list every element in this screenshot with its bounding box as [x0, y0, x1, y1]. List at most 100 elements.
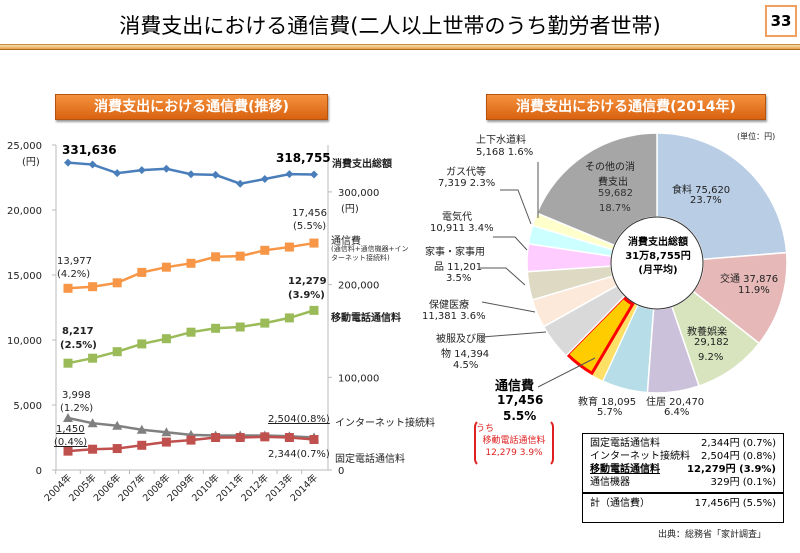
label-mobile-end: 12,279	[288, 276, 327, 287]
data-point	[186, 327, 196, 337]
left-tick-label: 20,000	[7, 206, 42, 217]
data-point	[63, 358, 73, 368]
slide-title: 消費支出における通信費(二人以上世帯のうち勤労者世帯)	[119, 14, 661, 38]
data-point	[63, 283, 73, 293]
table-divider	[583, 492, 783, 494]
pie-label-transport-pct: 11.9%	[738, 285, 770, 296]
label-mobile-start: 8,217	[62, 326, 94, 337]
pie-label-elec: 電気代	[442, 212, 472, 223]
left-tick-label: 5,000	[13, 401, 42, 412]
pie-label-gas-val: 7,319 2.3%	[438, 178, 496, 189]
data-point	[88, 353, 98, 363]
pie-label-health-val: 11,381 3.6%	[422, 311, 486, 322]
row-value: 329円	[710, 477, 740, 488]
data-point	[235, 433, 245, 442]
data-point	[161, 437, 171, 447]
center-line3: (月平均)	[638, 265, 678, 276]
row-value: 12,279円	[687, 464, 736, 475]
pie-label-other-val: 59,682	[598, 188, 633, 199]
data-point	[235, 322, 245, 332]
data-point	[88, 282, 98, 292]
pie-label-clothing: 被服及び履	[436, 334, 486, 345]
data-point	[161, 262, 171, 272]
pie-label-culture-val: 29,182	[694, 337, 729, 348]
pie-label-comm-val: 17,456	[497, 393, 544, 407]
data-point	[161, 427, 172, 437]
data-point	[112, 420, 123, 430]
data-point	[235, 251, 245, 261]
legend-comm-sub: (通信料+通信機器+インターネット接続料)	[331, 245, 409, 262]
leader-line	[493, 236, 528, 251]
data-point	[236, 179, 245, 188]
right-tick-label: 100,000	[338, 373, 379, 384]
data-point	[211, 170, 220, 179]
pie-center-label: 消費支出総額 31万8,755円 (月平均)	[612, 236, 704, 278]
left-tick-label: 25,000	[7, 141, 42, 152]
label-inet-start-pct: (1.2%)	[60, 403, 94, 414]
pie-label-household: 家事・家事用	[425, 247, 485, 258]
data-point	[113, 169, 122, 178]
data-point	[260, 245, 270, 255]
data-point	[137, 267, 147, 277]
pie-label-comm: 通信費	[495, 379, 535, 394]
row-value: 2,344円	[700, 438, 740, 449]
data-point	[260, 175, 269, 184]
row-pct: (0.8%)	[742, 451, 776, 462]
table-row: 通信機器 329円 (0.1%)	[590, 476, 776, 489]
trend-section-header: 消費支出における通信費(推移)	[55, 94, 328, 120]
legend-inet: インターネット接続料	[335, 418, 435, 429]
title-divider	[0, 44, 800, 50]
pie-label-culture-pct: 9.2%	[698, 352, 724, 363]
data-point	[88, 444, 98, 454]
legend-total: 消費支出総額	[332, 159, 392, 170]
mobile-callout-label: 移動電話通信料	[482, 436, 546, 446]
row-label: インターネット接続料	[590, 451, 690, 462]
total-pct: (5.5%)	[742, 498, 776, 509]
data-point	[284, 433, 294, 442]
data-point	[284, 242, 294, 252]
mobile-callout-prefix: うち	[476, 424, 495, 434]
pie-label-housing-pct: 6.4%	[664, 407, 690, 418]
pie-label-gas: ガス代等	[446, 167, 486, 178]
page-number: 33	[765, 5, 797, 37]
row-pct: (3.9%)	[739, 464, 776, 475]
data-point	[309, 435, 319, 445]
table-row: インターネット接続料 2,504円 (0.8%)	[590, 450, 776, 463]
right-tick-label: 300,000	[338, 188, 379, 199]
pie-label-education: 教育 18,095	[578, 397, 637, 408]
row-label: 固定電話通信料	[590, 438, 660, 449]
label-inet-end: 2,504(0.8%)	[268, 414, 330, 425]
label-fixed-end: 2,344(0.7%)	[268, 449, 330, 460]
left-tick-label: 10,000	[7, 336, 42, 347]
pie-label-clothing-pct: 4.5%	[453, 360, 479, 371]
data-point	[260, 318, 270, 328]
data-point	[211, 433, 221, 442]
center-line1: 消費支出総額	[628, 237, 688, 248]
center-line2: 31万8,755円	[625, 251, 691, 262]
data-point	[309, 305, 319, 315]
data-point	[211, 323, 221, 333]
pie-label-food-pct: 23.7%	[690, 195, 722, 206]
label-comm-end: 17,456	[292, 208, 327, 219]
total-label: 計（通信費）	[590, 498, 650, 509]
pie-label-water-val: 5,168 1.6%	[476, 147, 534, 158]
row-pct: (0.1%)	[742, 477, 776, 488]
data-point	[161, 334, 171, 344]
pie-section-header: 消費支出における通信費(2014年)	[486, 94, 766, 120]
pie-label-food: 食料 75,620	[672, 185, 731, 196]
data-point	[136, 424, 147, 434]
label-inet-start: 3,998	[62, 390, 91, 401]
data-point	[162, 164, 171, 173]
pie-label-water: 上下水道料	[476, 135, 526, 146]
data-point	[137, 440, 147, 450]
pie-label-household-pct: 3.5%	[446, 273, 472, 284]
data-point	[63, 446, 73, 456]
data-point	[186, 435, 196, 445]
mobile-callout: うち 移動電話通信料 12,279 3.9%	[474, 419, 554, 467]
label-mobile-start-pct: (2.5%)	[60, 340, 97, 351]
label-comm-start: 13,977	[57, 256, 92, 267]
row-pct: (0.7%)	[742, 438, 776, 449]
legend-comm: 通信費	[331, 236, 361, 247]
pie-label-household2: 品 11,201	[434, 262, 483, 273]
